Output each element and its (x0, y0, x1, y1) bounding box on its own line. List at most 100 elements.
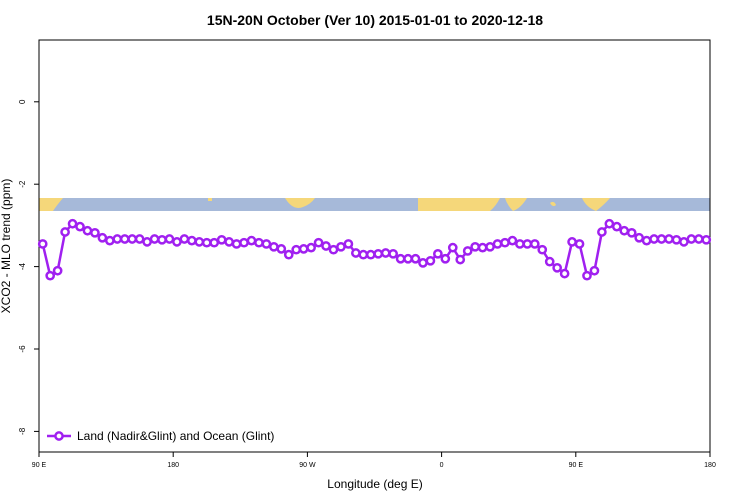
point (679, 237, 689, 247)
point (365, 249, 376, 260)
point (410, 253, 421, 264)
point (298, 244, 309, 254)
point (358, 249, 369, 260)
point (418, 258, 428, 268)
point (671, 234, 682, 245)
point (201, 237, 212, 248)
point (351, 248, 361, 258)
point (90, 227, 100, 238)
point (492, 239, 503, 249)
y-tick-label: -2 (18, 180, 27, 188)
plot-frame (38, 39, 711, 453)
legend-label: Land (Nadir&Glint) and Ocean (Glint) (77, 429, 274, 443)
point (582, 270, 592, 281)
point (537, 244, 548, 255)
point (328, 244, 339, 255)
point (269, 241, 279, 252)
point (380, 248, 391, 258)
point (552, 262, 563, 273)
point (194, 237, 205, 247)
x-axis-label: Longitude (deg E) (327, 477, 422, 491)
x-tick-label: 90 E (569, 462, 584, 469)
point (641, 235, 652, 246)
point (559, 268, 570, 279)
point (529, 239, 540, 249)
point (686, 234, 697, 244)
point (656, 234, 667, 244)
point (60, 227, 70, 237)
point (701, 234, 712, 245)
y-tick-label: -6 (18, 345, 27, 353)
legend-marker (54, 431, 64, 441)
point (37, 239, 48, 249)
point (127, 234, 138, 244)
point (254, 237, 264, 248)
y-tick-label: -4 (18, 262, 27, 270)
point (619, 225, 630, 236)
point (104, 235, 115, 246)
point (626, 227, 637, 238)
point (246, 235, 257, 246)
point (179, 234, 190, 244)
point (455, 254, 466, 265)
point (425, 255, 436, 266)
point (507, 235, 518, 246)
point (82, 225, 93, 236)
point (306, 242, 316, 253)
point (693, 234, 704, 244)
point (75, 221, 85, 232)
point (649, 234, 659, 244)
series-line (41, 222, 707, 278)
point (343, 239, 354, 249)
point (186, 235, 197, 246)
point (567, 237, 577, 247)
point (522, 239, 533, 249)
point (261, 239, 272, 249)
point (634, 232, 645, 243)
point (119, 234, 130, 244)
point (589, 265, 600, 276)
map-strip (39, 198, 710, 211)
point (209, 237, 220, 248)
point (321, 241, 331, 251)
y-tick-label: -8 (18, 427, 27, 435)
point (45, 270, 56, 281)
point (172, 237, 182, 247)
point (216, 234, 227, 245)
point (433, 248, 443, 259)
point (164, 234, 175, 244)
point (97, 232, 108, 243)
point (574, 239, 585, 249)
point (291, 244, 302, 255)
point (142, 237, 152, 247)
point (395, 253, 406, 264)
point (149, 234, 160, 244)
x-tick-label: 180 (167, 462, 179, 469)
point (134, 234, 145, 244)
point (485, 241, 495, 252)
point (388, 248, 398, 259)
point (440, 253, 451, 264)
x-tick-label: 180 (704, 462, 716, 469)
point (276, 244, 287, 254)
point (611, 221, 622, 232)
point (336, 241, 346, 252)
point (373, 248, 384, 259)
point (597, 227, 607, 237)
point (604, 218, 615, 229)
point (447, 242, 458, 253)
x-tick-label: 0 (440, 462, 444, 469)
point (477, 242, 488, 253)
y-axis-label: XCO2 - MLO trend (ppm) (0, 179, 13, 314)
point (52, 265, 63, 276)
x-tick-label: 90 W (299, 462, 316, 469)
point (112, 234, 123, 244)
point (500, 237, 510, 248)
point (224, 237, 234, 247)
point (403, 253, 413, 264)
point (283, 249, 294, 260)
point (313, 237, 324, 248)
point (239, 237, 249, 248)
point (67, 218, 78, 229)
